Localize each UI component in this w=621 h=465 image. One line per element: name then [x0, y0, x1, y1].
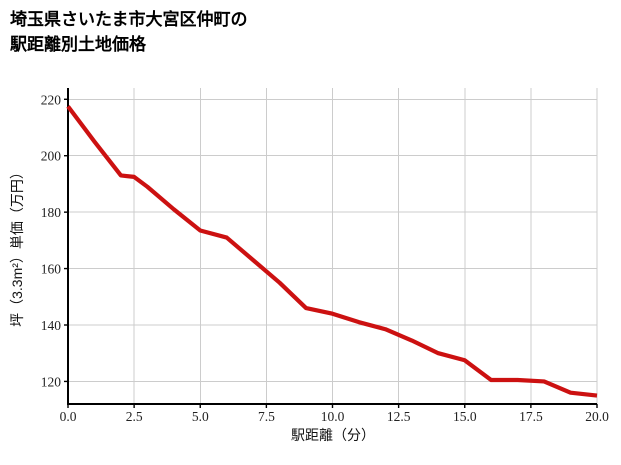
- x-tick-label: 10.0: [321, 409, 345, 424]
- x-tick-label: 12.5: [387, 409, 411, 424]
- series-line-坪単価: [66, 105, 598, 398]
- x-tick-label: 0.0: [60, 409, 77, 424]
- x-tick-label: 5.0: [192, 409, 209, 424]
- x-tick-label: 20.0: [585, 409, 609, 424]
- y-tick-label: 180: [41, 205, 62, 220]
- x-tick-label: 15.0: [453, 409, 477, 424]
- y-tick-label: 200: [41, 149, 62, 164]
- y-tick-label: 140: [41, 318, 62, 333]
- gridlines-group: [67, 88, 598, 404]
- x-tick-label: 17.5: [519, 409, 543, 424]
- axis-labels: 駅距離（分） 坪（3.3m²）単価（万円）: [9, 165, 375, 443]
- data-series-group: [66, 105, 598, 398]
- x-axis-label: 駅距離（分）: [291, 427, 375, 443]
- axis-ticks: 0.0 2.5 5.0 7.5 10.0 12.5 15.0 17.5 20.0 120 140 16…: [41, 92, 609, 424]
- y-axis-label: 坪（3.3m²）単価（万円）: [9, 165, 25, 327]
- y-tick-label: 160: [41, 262, 62, 277]
- y-tick-label: 220: [41, 92, 62, 107]
- chart-title: 埼玉県さいたま市大宮区仲町の 駅距離別土地価格: [10, 10, 248, 54]
- x-tick-label: 7.5: [258, 409, 275, 424]
- x-tick-label: 2.5: [126, 409, 143, 424]
- y-tick-label: 120: [41, 374, 62, 389]
